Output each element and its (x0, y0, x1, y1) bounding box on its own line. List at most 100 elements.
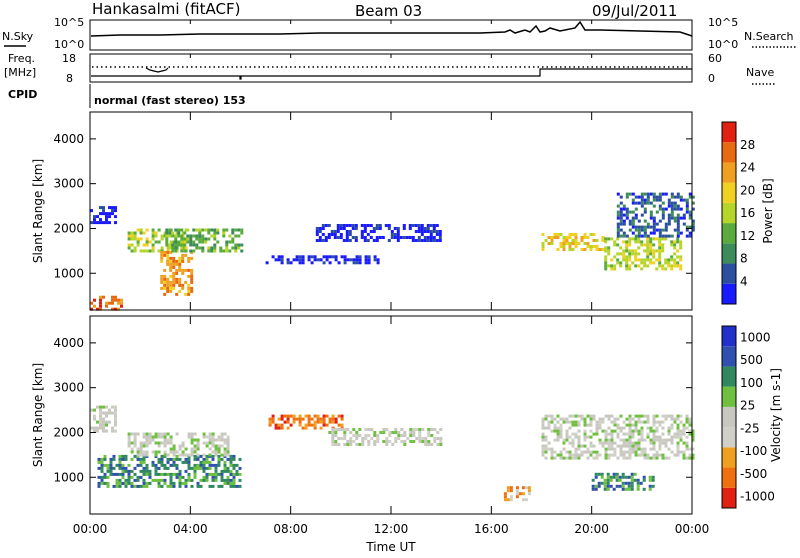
power-cell (105, 218, 108, 222)
power-cell (192, 243, 196, 247)
power-cell (652, 228, 656, 232)
velocity-cell (509, 489, 513, 493)
power-cell (180, 249, 184, 253)
velocity-cell (325, 423, 329, 427)
power-cell (213, 231, 217, 235)
power-cell (432, 239, 436, 242)
power-cell (438, 236, 442, 239)
velocity-cell (184, 460, 188, 464)
noise-sky-line (90, 20, 693, 37)
power-cell (222, 228, 226, 232)
velocity-cell (223, 453, 227, 457)
velocity-cell (202, 460, 206, 464)
velocity-cell (607, 438, 611, 442)
velocity-cell (145, 444, 149, 448)
velocity-cell (691, 429, 695, 433)
power-cell (408, 236, 412, 239)
velocity-cell (628, 417, 632, 421)
power-cell (178, 289, 182, 293)
velocity-cell (109, 469, 113, 473)
velocity-cell (190, 466, 194, 470)
power-cell (271, 255, 275, 259)
velocity-cell (610, 432, 614, 436)
velocity-cell (166, 466, 170, 470)
power-cell (619, 201, 623, 205)
power-cell (664, 258, 668, 262)
velocity-cell (412, 440, 416, 443)
power-cell (295, 255, 299, 259)
velocity-cell (634, 426, 638, 430)
power-cell (568, 233, 572, 236)
power-cell (102, 221, 105, 225)
velocity-cell (577, 414, 581, 418)
power-cell (628, 243, 632, 247)
velocity-cell (394, 437, 398, 440)
power-cell (634, 252, 638, 256)
velocity-cell (154, 432, 158, 436)
power-cell (351, 224, 355, 227)
velocity-cell (136, 447, 140, 451)
power-cell (333, 236, 337, 239)
velocity-cell (106, 463, 110, 467)
power-cell (111, 209, 114, 213)
velocity-cell (604, 447, 608, 451)
velocity-cell (621, 475, 625, 479)
velocity-cell (142, 481, 146, 485)
velocity-cell (676, 447, 680, 451)
velocity-cell (637, 417, 641, 421)
power-region-7 (541, 233, 605, 251)
velocity-cell (418, 434, 422, 437)
velocity-cell (571, 438, 575, 442)
power-cell (166, 259, 170, 263)
velocity-cell (205, 435, 209, 439)
velocity-cell (547, 423, 551, 427)
power-cell (213, 246, 217, 250)
velocity-cell (157, 478, 161, 482)
power-cell (432, 224, 436, 227)
velocity-cell (556, 429, 560, 433)
velocity-cell (133, 435, 137, 439)
power-cell (120, 301, 123, 305)
power-cell (643, 258, 647, 262)
velocity-cell (373, 440, 377, 443)
power-cell (105, 304, 108, 308)
colorbar-swatch (722, 202, 736, 224)
power-cell (324, 239, 328, 242)
velocity-cell (424, 443, 428, 446)
velocity-cell (115, 463, 119, 467)
power-cell (637, 252, 641, 256)
velocity-cell (211, 484, 215, 488)
power-cell (625, 261, 629, 265)
velocity-cell (649, 441, 653, 445)
velocity-cell (568, 420, 572, 424)
velocity-cell (313, 426, 317, 430)
power-cell (163, 231, 167, 235)
power-cell (396, 227, 400, 230)
velocity-cell (214, 475, 218, 479)
velocity-cell (685, 441, 689, 445)
velocity-cell (619, 453, 623, 457)
power-cell (411, 236, 415, 239)
velocity-cell (589, 420, 593, 424)
velocity-cell (139, 444, 143, 448)
power-cell (348, 239, 352, 242)
power-cell (172, 274, 176, 278)
colorbar-swatch (722, 162, 736, 183)
velocity-cell (105, 420, 108, 424)
power-cell (111, 307, 114, 311)
power-cell (664, 225, 668, 229)
power-cell (169, 280, 173, 284)
velocity-cell (175, 454, 179, 458)
velocity-cell (430, 434, 434, 437)
velocity-cell (636, 484, 640, 488)
power-cell (625, 249, 629, 253)
power-cell (396, 239, 400, 242)
power-cell (655, 210, 659, 214)
velocity-cell (658, 438, 662, 442)
power-cell (225, 228, 229, 232)
velocity-cell (187, 466, 191, 470)
velocity-cell (208, 453, 212, 457)
velocity-cell (604, 438, 608, 442)
velocity-cell (112, 454, 116, 458)
velocity-cell (130, 450, 134, 454)
